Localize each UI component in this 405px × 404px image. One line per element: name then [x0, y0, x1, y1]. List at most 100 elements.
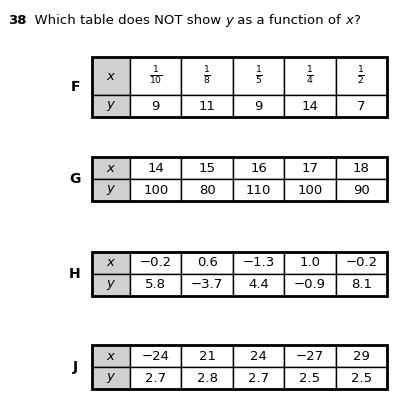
Text: 24: 24	[250, 349, 267, 362]
Bar	[92, 345, 387, 389]
Text: $\frac{1}{5}$: $\frac{1}{5}$	[255, 65, 262, 87]
Bar	[336, 274, 387, 296]
Text: 2.5: 2.5	[351, 372, 372, 385]
Text: 110: 110	[246, 183, 271, 196]
Bar	[130, 95, 181, 117]
Bar	[92, 252, 130, 274]
Text: 18: 18	[353, 162, 370, 175]
Text: $x$: $x$	[106, 257, 116, 269]
Text: y: y	[225, 14, 233, 27]
Text: $\frac{1}{10}$: $\frac{1}{10}$	[149, 65, 162, 87]
Text: 1.0: 1.0	[299, 257, 320, 269]
Text: $y$: $y$	[106, 99, 116, 113]
Text: 9: 9	[254, 99, 263, 112]
Text: $y$: $y$	[106, 183, 116, 197]
Text: −27: −27	[296, 349, 324, 362]
Text: 16: 16	[250, 162, 267, 175]
Text: −3.7: −3.7	[191, 278, 223, 292]
Text: ?: ?	[353, 14, 360, 27]
Bar	[284, 274, 336, 296]
Bar	[130, 252, 181, 274]
Text: 7: 7	[357, 99, 366, 112]
Text: −24: −24	[142, 349, 170, 362]
Text: 8.1: 8.1	[351, 278, 372, 292]
Text: H: H	[69, 267, 81, 281]
Bar	[181, 95, 233, 117]
Bar	[233, 274, 284, 296]
Text: as a function of: as a function of	[233, 14, 345, 27]
Text: $\frac{1}{4}$: $\frac{1}{4}$	[306, 65, 314, 87]
Text: 100: 100	[143, 183, 168, 196]
Bar	[181, 345, 233, 367]
Text: Which table does NOT show: Which table does NOT show	[26, 14, 225, 27]
Text: J: J	[72, 360, 78, 374]
Text: 4.4: 4.4	[248, 278, 269, 292]
Bar	[181, 157, 233, 179]
Bar	[233, 252, 284, 274]
Text: $x$: $x$	[106, 349, 116, 362]
Bar	[92, 345, 130, 367]
Text: 14: 14	[147, 162, 164, 175]
Bar	[181, 57, 233, 95]
Bar	[92, 157, 387, 201]
Bar	[130, 274, 181, 296]
Text: 2.7: 2.7	[248, 372, 269, 385]
Text: 29: 29	[353, 349, 370, 362]
Bar	[92, 57, 387, 117]
Text: 80: 80	[199, 183, 215, 196]
Bar	[336, 179, 387, 201]
Text: 90: 90	[353, 183, 370, 196]
Text: $\frac{1}{2}$: $\frac{1}{2}$	[357, 65, 365, 87]
Bar	[92, 57, 130, 95]
Text: 2.8: 2.8	[196, 372, 217, 385]
Bar	[181, 252, 233, 274]
Text: $x$: $x$	[106, 69, 116, 82]
Text: 2.5: 2.5	[299, 372, 320, 385]
Text: 21: 21	[198, 349, 215, 362]
Text: G: G	[69, 172, 81, 186]
Bar	[130, 157, 181, 179]
Text: 11: 11	[198, 99, 215, 112]
Bar	[284, 345, 336, 367]
Bar	[92, 252, 387, 296]
Text: 15: 15	[198, 162, 215, 175]
Bar	[130, 57, 181, 95]
Bar	[284, 157, 336, 179]
Bar	[92, 95, 130, 117]
Text: 0.6: 0.6	[197, 257, 217, 269]
Bar	[336, 57, 387, 95]
Bar	[233, 345, 284, 367]
Bar	[233, 179, 284, 201]
Bar	[336, 345, 387, 367]
Bar	[233, 367, 284, 389]
Text: −1.3: −1.3	[242, 257, 275, 269]
Bar	[130, 367, 181, 389]
Bar	[336, 157, 387, 179]
Text: x: x	[345, 14, 353, 27]
Text: 14: 14	[301, 99, 318, 112]
Text: $\frac{1}{8}$: $\frac{1}{8}$	[203, 65, 211, 87]
Bar	[284, 95, 336, 117]
Text: $y$: $y$	[106, 278, 116, 292]
Bar	[284, 57, 336, 95]
Text: −0.2: −0.2	[140, 257, 172, 269]
Bar	[233, 157, 284, 179]
Bar	[284, 252, 336, 274]
Text: $y$: $y$	[106, 371, 116, 385]
Bar	[92, 367, 130, 389]
Text: F: F	[70, 80, 80, 94]
Bar	[130, 345, 181, 367]
Bar	[336, 367, 387, 389]
Text: −0.2: −0.2	[345, 257, 377, 269]
Text: 100: 100	[297, 183, 322, 196]
Bar	[181, 367, 233, 389]
Text: 2.7: 2.7	[145, 372, 166, 385]
Bar	[181, 274, 233, 296]
Bar	[233, 57, 284, 95]
Bar	[336, 252, 387, 274]
Bar	[92, 157, 130, 179]
Text: $x$: $x$	[106, 162, 116, 175]
Bar	[92, 274, 130, 296]
Bar	[130, 179, 181, 201]
Text: 17: 17	[301, 162, 318, 175]
